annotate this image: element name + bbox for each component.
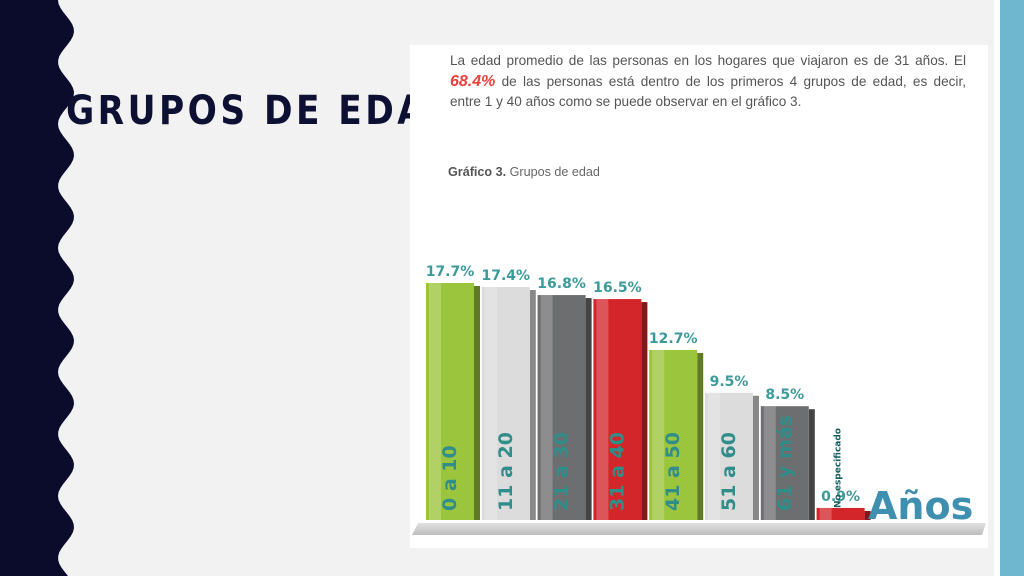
value-label-8: 0.9% bbox=[821, 489, 860, 505]
intro-text-after: de las personas está dentro de los prime… bbox=[450, 73, 966, 110]
category-label-7: 61 y más bbox=[774, 415, 796, 511]
value-label-1: 17.7% bbox=[426, 264, 475, 280]
x-axis-label: Años bbox=[868, 484, 973, 528]
chart-floor bbox=[412, 523, 986, 535]
bar-side-2 bbox=[529, 290, 536, 520]
category-label-3: 21 a 30 bbox=[551, 432, 573, 511]
bar-6 bbox=[705, 392, 753, 520]
bar-side-5 bbox=[697, 352, 704, 520]
bar-side-3 bbox=[585, 298, 592, 520]
value-label-4: 16.5% bbox=[593, 280, 642, 296]
caption-text: Grupos de edad bbox=[506, 165, 600, 179]
bar-highlight-8 bbox=[819, 507, 832, 520]
bar-side-8 bbox=[864, 510, 871, 520]
bar-highlight-4 bbox=[596, 299, 609, 520]
bar-side-1 bbox=[474, 286, 480, 520]
bar-highlight-5 bbox=[652, 349, 665, 520]
value-label-5: 12.7% bbox=[649, 331, 698, 347]
bar-4 bbox=[593, 299, 642, 520]
bar-chart: 17.7% 0 a 10 17.4% 11 a 20 16.8% 21 a 30 16.5%… bbox=[412, 264, 986, 535]
bar-highlight-6 bbox=[708, 392, 720, 520]
value-label-2: 17.4% bbox=[482, 268, 531, 284]
category-label-1: 0 a 10 bbox=[439, 445, 461, 511]
value-label-7: 8.5% bbox=[765, 387, 804, 403]
chart-caption: Gráfico 3. Grupos de edad bbox=[448, 165, 600, 179]
chart-figure: La edad promedio de las personas en los … bbox=[410, 45, 988, 548]
value-label-6: 9.5% bbox=[710, 374, 749, 390]
bar-highlight-1 bbox=[429, 283, 441, 520]
bar-highlight-3 bbox=[540, 295, 553, 520]
bar-7 bbox=[760, 406, 809, 520]
bar-side-4 bbox=[641, 302, 648, 520]
intro-paragraph: La edad promedio de las personas en los … bbox=[450, 51, 966, 113]
intro-text-before: La edad promedio de las personas en los … bbox=[450, 53, 966, 68]
bar-8 bbox=[816, 507, 865, 520]
bar-highlight-2 bbox=[484, 287, 497, 520]
slide-title: GRUPOS DE EDAD bbox=[66, 88, 460, 134]
bar-highlight-7 bbox=[763, 406, 776, 520]
right-accent-bar bbox=[994, 0, 1024, 576]
value-label-3: 16.8% bbox=[537, 276, 586, 292]
intro-highlight: 68.4% bbox=[450, 72, 496, 90]
bar-3 bbox=[537, 295, 586, 520]
bar-side-7 bbox=[808, 409, 815, 520]
category-label-5: 41 a 50 bbox=[662, 432, 684, 511]
category-label-4: 31 a 40 bbox=[606, 432, 628, 511]
bar-2 bbox=[481, 287, 530, 520]
decorative-wave-band bbox=[0, 0, 74, 576]
bar-side-6 bbox=[753, 395, 759, 520]
bar-1 bbox=[426, 283, 474, 520]
category-label-2: 11 a 20 bbox=[495, 432, 517, 511]
category-label-8: No especificado bbox=[834, 428, 844, 508]
bar-5 bbox=[649, 349, 698, 520]
caption-label: Gráfico 3. bbox=[448, 165, 507, 179]
category-label-6: 51 a 60 bbox=[718, 432, 740, 511]
